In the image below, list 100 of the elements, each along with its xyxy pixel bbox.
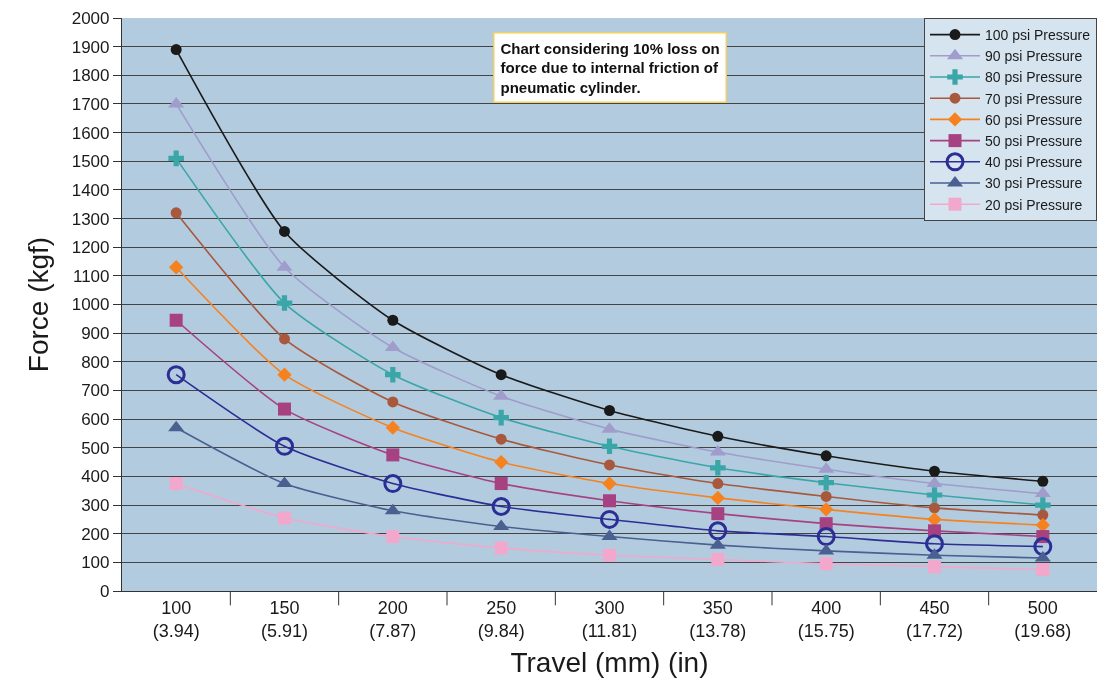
point	[493, 409, 509, 426]
legend-label: 70 psi Pressure	[985, 90, 1083, 107]
point	[926, 476, 943, 488]
point	[712, 478, 724, 490]
point	[275, 436, 294, 456]
x-tick-label: 250 (9.84)	[477, 597, 525, 642]
point	[385, 366, 401, 383]
point	[710, 490, 725, 506]
y-tick-label: 1800	[71, 66, 110, 86]
point	[279, 225, 290, 237]
point	[494, 541, 508, 555]
point	[925, 534, 944, 554]
point	[929, 502, 940, 514]
y-tick-label: 1500	[71, 152, 110, 172]
y-tick-label: 700	[81, 381, 110, 401]
point	[712, 430, 724, 442]
point	[603, 494, 616, 508]
point	[277, 367, 292, 382]
point	[168, 96, 185, 108]
point	[169, 313, 183, 327]
point	[820, 490, 832, 502]
y-tick-label: 400	[81, 467, 110, 487]
legend-label: 80 psi Pressure	[985, 69, 1083, 86]
point	[1037, 509, 1049, 521]
point	[928, 560, 941, 574]
point	[166, 365, 186, 385]
point	[168, 420, 185, 432]
x-tick-label: 200 (7.87)	[369, 597, 417, 642]
point	[387, 314, 399, 326]
point	[710, 460, 726, 476]
point	[493, 519, 510, 531]
point	[603, 548, 616, 562]
point	[168, 150, 184, 167]
x-tick-label: 400 (15.75)	[797, 597, 855, 642]
y-tick-label: 1900	[71, 37, 110, 57]
y-tick-label: 900	[81, 324, 110, 344]
point	[816, 527, 836, 547]
x-axis-title: Travel (mm) (in)	[510, 647, 709, 679]
y-tick-label: 1000	[71, 295, 110, 315]
y-tick-label: 2000	[71, 8, 110, 28]
y-tick-label: 500	[81, 438, 110, 458]
point	[819, 557, 833, 571]
x-tick-label: 500 (19.68)	[1014, 597, 1072, 642]
y-tick-label: 1200	[71, 238, 110, 258]
point	[386, 448, 400, 462]
point	[1034, 486, 1051, 498]
point	[386, 530, 400, 544]
x-tick-label: 450 (17.72)	[905, 597, 964, 642]
y-tick-label: 100	[81, 553, 110, 573]
point	[929, 465, 940, 477]
point	[818, 543, 835, 555]
y-tick-label: 1100	[72, 266, 110, 286]
point	[600, 509, 619, 529]
point	[278, 402, 291, 416]
y-tick-label: 200	[81, 524, 110, 544]
x-tick-label: 100 (3.94)	[152, 597, 200, 642]
y-tick-label: 1400	[71, 180, 110, 200]
point	[601, 438, 618, 455]
y-tick-label: 1700	[71, 94, 110, 114]
x-tick-label: 300 (11.81)	[581, 597, 638, 642]
point	[170, 207, 182, 219]
point	[927, 512, 942, 527]
y-tick-label: 800	[81, 352, 110, 372]
point	[708, 521, 728, 541]
point	[169, 477, 183, 491]
legend-label: 30 psi Pressure	[985, 175, 1083, 192]
point	[818, 474, 834, 491]
point	[276, 295, 293, 311]
point	[170, 44, 182, 56]
point	[385, 420, 400, 435]
y-tick-label: 1600	[71, 123, 110, 143]
legend-label: 100 psi Pressure	[985, 27, 1091, 44]
y-tick-label: 1300	[71, 209, 110, 229]
point	[711, 552, 725, 566]
point	[495, 369, 507, 381]
point	[278, 511, 291, 525]
annotation: Chart considering 10% loss on force due to internal friction of pneumatic cylinder.	[500, 39, 720, 96]
point	[604, 405, 615, 417]
legend-label: 60 psi Pressure	[985, 111, 1083, 128]
point	[1036, 563, 1050, 577]
legend-label: 40 psi Pressure	[985, 154, 1083, 171]
y-axis-title: Force (kgf)	[23, 236, 55, 373]
point	[820, 450, 832, 462]
point	[387, 396, 399, 408]
y-tick-label: 0	[100, 581, 110, 601]
point	[601, 529, 618, 541]
point	[1035, 517, 1050, 533]
point	[169, 260, 184, 275]
legend-label: 90 psi Pressure	[985, 48, 1083, 65]
x-tick-label: 150 (5.91)	[260, 597, 309, 642]
y-tick-label: 300	[81, 496, 110, 515]
point	[604, 459, 615, 471]
point	[491, 496, 511, 516]
y-tick-label: 600	[81, 410, 110, 430]
point	[1037, 475, 1049, 487]
point	[711, 507, 725, 521]
point	[279, 333, 290, 345]
legend-label: 20 psi Pressure	[985, 196, 1083, 213]
point	[276, 476, 293, 488]
legend-label: 50 psi Pressure	[985, 133, 1083, 150]
